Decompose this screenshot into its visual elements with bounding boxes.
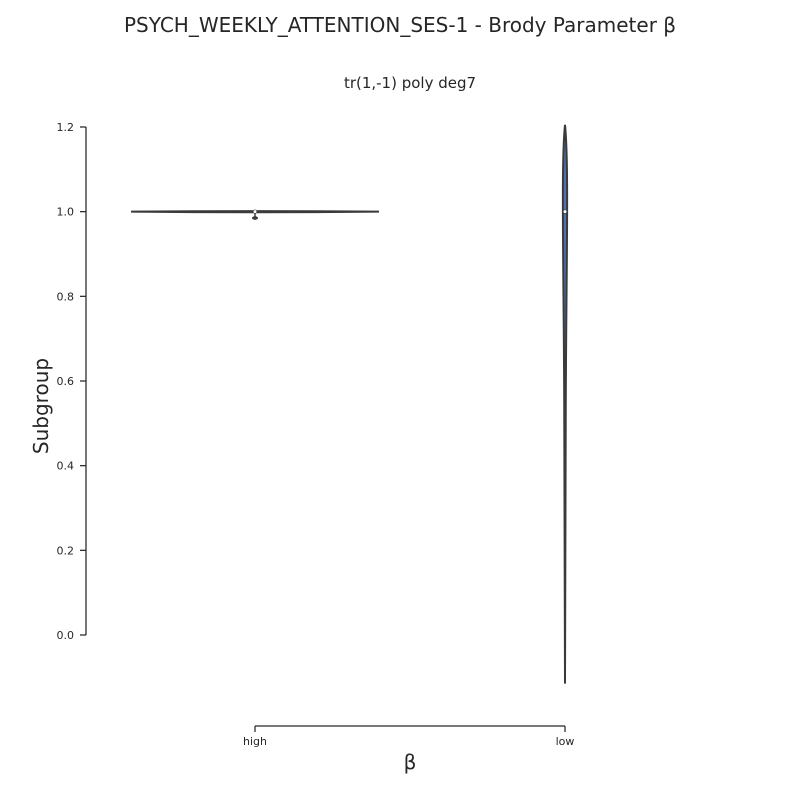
violin-tail-high (252, 216, 258, 220)
x-tick-label-low: low (556, 735, 575, 748)
violin-body-low (561, 124, 569, 684)
violin-low (561, 124, 569, 684)
y-tick-label: 0.4 (57, 460, 75, 473)
y-tick-label: 0.0 (57, 629, 75, 642)
violin-median-high (252, 209, 258, 214)
chart-title: PSYCH_WEEKLY_ATTENTION_SES-1 - Brody Par… (124, 13, 676, 37)
y-tick-label: 0.6 (57, 375, 75, 388)
x-axis: high low (243, 725, 575, 748)
x-axis-label: β (404, 750, 417, 774)
y-axis: 0.0 0.2 0.4 0.6 0.8 1.0 1.2 (57, 121, 87, 642)
y-tick-label: 0.2 (57, 544, 75, 557)
y-axis-label: Subgroup (29, 358, 53, 454)
violin-median-low (562, 209, 568, 214)
violin-high (130, 209, 380, 220)
x-tick-label-high: high (243, 735, 267, 748)
y-tick-label: 0.8 (57, 290, 75, 303)
violins (130, 124, 569, 684)
y-tick-label: 1.2 (57, 121, 75, 134)
chart-subtitle: tr(1,-1) poly deg7 (344, 74, 476, 92)
y-tick-label: 1.0 (57, 206, 75, 219)
